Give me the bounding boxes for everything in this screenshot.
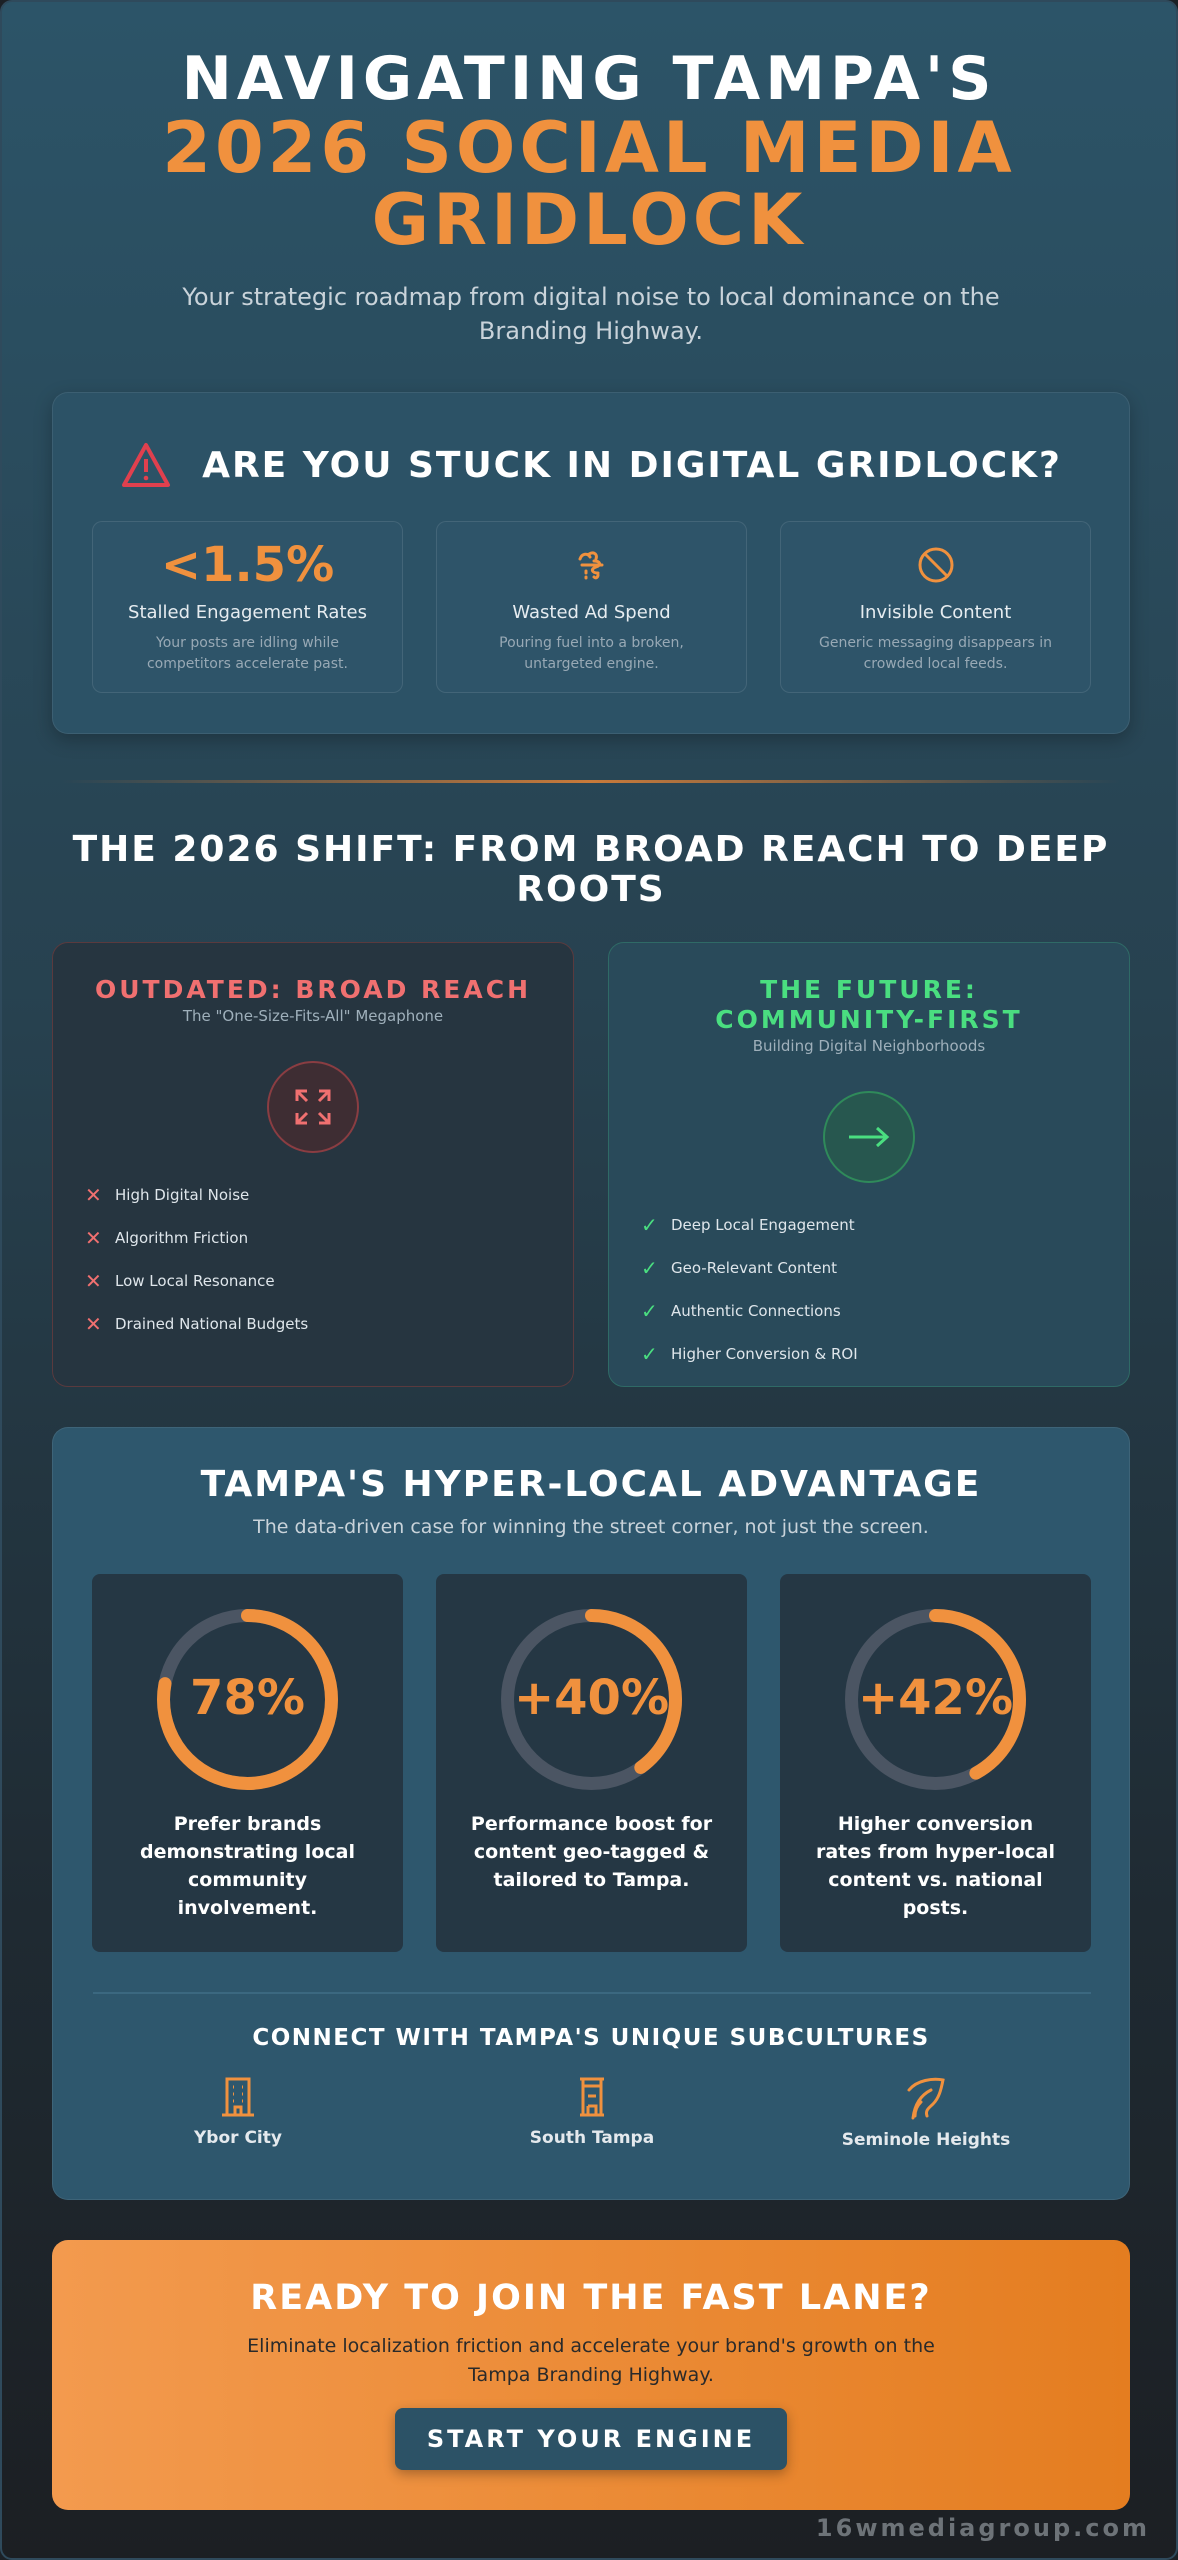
ban-icon xyxy=(781,538,1090,592)
cta-banner: READY TO JOIN THE FAST LANE? Eliminate l… xyxy=(52,2240,1130,2510)
progress-ring xyxy=(845,1609,1026,1790)
item-text: Authentic Connections xyxy=(671,1301,841,1320)
subculture-label: Seminole Heights xyxy=(841,2130,1011,2150)
item-text: Drained National Budgets xyxy=(115,1314,309,1333)
start-engine-button[interactable]: START YOUR ENGINE xyxy=(395,2408,787,2470)
future-card: THE FUTURE: COMMUNITY-FIRST Building Dig… xyxy=(608,942,1130,1387)
section-divider xyxy=(62,780,1120,783)
list-item: ✕ Low Local Resonance xyxy=(85,1259,573,1302)
building-icon xyxy=(222,2077,254,2117)
ring-fill xyxy=(157,1609,338,1790)
gridlock-title: ARE YOU STUCK IN DIGITAL GRIDLOCK? xyxy=(202,444,1062,486)
expand-arrows-icon xyxy=(267,1061,359,1153)
gridlock-card: ARE YOU STUCK IN DIGITAL GRIDLOCK? <1.5%… xyxy=(52,392,1130,734)
check-icon: ✓ xyxy=(641,1298,658,1323)
title-line-3: GRIDLOCK xyxy=(371,179,807,261)
subcultures-title: CONNECT WITH TAMPA'S UNIQUE SUBCULTURES xyxy=(252,2025,930,2051)
list-item: ✓ Higher Conversion & ROI xyxy=(641,1332,1129,1375)
stat-invisible: Invisible Content Generic messaging disa… xyxy=(780,521,1091,693)
hyperlocal-subtitle: The data-driven case for winning the str… xyxy=(253,1516,929,1538)
progress-ring xyxy=(157,1609,338,1790)
title-line-1: NAVIGATING TAMPA'S xyxy=(181,44,997,114)
check-icon: ✓ xyxy=(641,1341,658,1366)
subculture-label: Ybor City xyxy=(194,2128,282,2148)
stat-engagement: <1.5% Stalled Engagement Rates Your post… xyxy=(92,521,403,693)
ring-stat-card: +42% Higher conversion rates from hyper-… xyxy=(780,1574,1091,1952)
outdated-subtitle: The "One-Size-Fits-All" Megaphone xyxy=(182,1007,444,1025)
ring-value: +42% xyxy=(857,1670,1014,1726)
cta-text: Eliminate localization friction and acce… xyxy=(247,2335,935,2386)
x-icon: ✕ xyxy=(85,1268,102,1293)
check-icon: ✓ xyxy=(641,1255,658,1280)
tower-icon xyxy=(580,2077,604,2117)
ring-value: +40% xyxy=(513,1670,670,1726)
future-subtitle: Building Digital Neighborhoods xyxy=(752,1037,986,1055)
stat-label: Stalled Engagement Rates xyxy=(128,602,367,623)
progress-ring xyxy=(501,1609,682,1790)
money-burn-icon xyxy=(437,538,746,592)
subculture-south-tampa: South Tampa xyxy=(482,2076,702,2148)
list-item: ✓ Geo-Relevant Content xyxy=(641,1246,1129,1289)
outdated-title: OUTDATED: BROAD REACH xyxy=(95,975,531,1004)
subculture-label: South Tampa xyxy=(529,2128,655,2148)
hyperlocal-title: TAMPA'S HYPER-LOCAL ADVANTAGE xyxy=(200,1464,982,1505)
stat-desc: Generic messaging disappears in crowded … xyxy=(818,635,1053,672)
gridlock-heading: ARE YOU STUCK IN DIGITAL GRIDLOCK? xyxy=(53,441,1129,489)
stat-ad-spend: Wasted Ad Spend Pouring fuel into a brok… xyxy=(436,521,747,693)
list-item: ✕ Algorithm Friction xyxy=(85,1216,573,1259)
stat-label: Invisible Content xyxy=(859,602,1012,623)
list-item: ✕ Drained National Budgets xyxy=(85,1302,573,1345)
subculture-ybor-city: Ybor City xyxy=(128,2076,348,2148)
list-item: ✕ High Digital Noise xyxy=(85,1173,573,1216)
subculture-seminole-heights: Seminole Heights xyxy=(816,2076,1036,2150)
outdated-card: OUTDATED: BROAD REACH The "One-Size-Fits… xyxy=(52,942,574,1387)
ring-fill xyxy=(501,1609,682,1790)
item-text: High Digital Noise xyxy=(115,1185,250,1204)
arrow-right-icon xyxy=(823,1091,915,1183)
stat-desc: Your posts are idling while competitors … xyxy=(146,635,348,672)
hyperlocal-card: TAMPA'S HYPER-LOCAL ADVANTAGE The data-d… xyxy=(52,1427,1130,2200)
footer-brand: 16wmediagroup.com xyxy=(815,2514,1150,2542)
subtitle: Your strategic roadmap from digital nois… xyxy=(182,283,1000,345)
future-list: ✓ Deep Local Engagement ✓ Geo-Relevant Con… xyxy=(641,1203,1129,1375)
x-icon: ✕ xyxy=(85,1225,102,1250)
future-title: THE FUTURE: COMMUNITY-FIRST xyxy=(715,975,1023,1034)
title-line-2: 2026 SOCIAL MEDIA xyxy=(162,107,1016,189)
ring-desc: Higher conversion rates from hyper-local… xyxy=(815,1813,1055,1919)
ring-desc: Performance boost for content geo-tagged… xyxy=(470,1813,713,1891)
item-text: Low Local Resonance xyxy=(115,1271,275,1290)
stat-label: Wasted Ad Spend xyxy=(512,602,671,623)
item-text: Higher Conversion & ROI xyxy=(671,1344,858,1363)
ring-desc: Prefer brands demonstrating local commun… xyxy=(140,1813,355,1919)
cta-title: READY TO JOIN THE FAST LANE? xyxy=(250,2278,932,2318)
x-icon: ✕ xyxy=(85,1311,102,1336)
outdated-list: ✕ High Digital Noise ✕ Algorithm Friction … xyxy=(85,1173,573,1345)
warning-triangle-icon xyxy=(122,443,171,487)
leaf-icon xyxy=(907,2077,945,2120)
check-icon: ✓ xyxy=(641,1212,658,1237)
item-text: Geo-Relevant Content xyxy=(671,1258,837,1277)
item-text: Algorithm Friction xyxy=(115,1228,249,1247)
list-item: ✓ Deep Local Engagement xyxy=(641,1203,1129,1246)
ring-stat-card: +40% Performance boost for content geo-t… xyxy=(436,1574,747,1952)
stat-value: <1.5% xyxy=(160,537,335,593)
shift-title: THE 2026 SHIFT: FROM BROAD REACH TO DEEP… xyxy=(72,829,1110,910)
list-item: ✓ Authentic Connections xyxy=(641,1289,1129,1332)
ring-stat-card: 78% Prefer brands demonstrating local co… xyxy=(92,1574,403,1952)
ring-value: 78% xyxy=(190,1670,305,1726)
ring-fill xyxy=(845,1609,1026,1790)
item-text: Deep Local Engagement xyxy=(671,1215,855,1234)
divider xyxy=(93,1992,1091,1994)
x-icon: ✕ xyxy=(85,1182,102,1207)
title-highlight: 2026 SOCIAL MEDIA GRIDLOCK xyxy=(2,112,1176,256)
stat-desc: Pouring fuel into a broken, untargeted e… xyxy=(499,635,684,672)
